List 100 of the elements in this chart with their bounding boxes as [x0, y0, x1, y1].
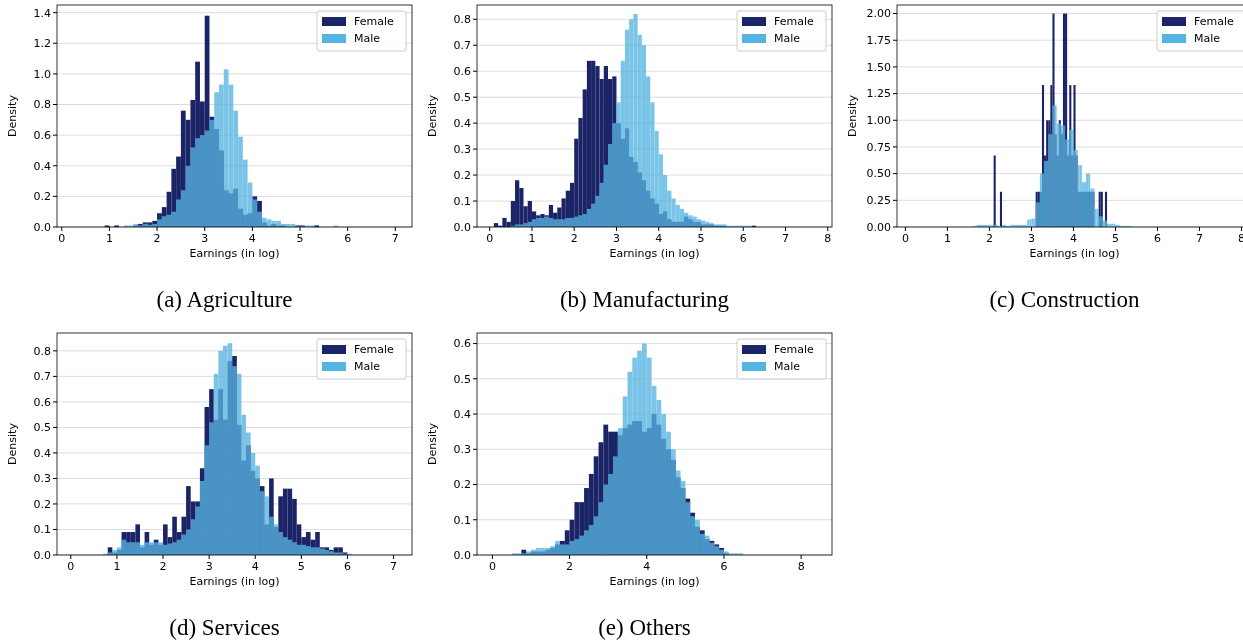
x-tick-label: 4: [643, 560, 651, 573]
x-tick-label: 5: [296, 232, 304, 245]
x-tick-label: 2: [566, 560, 574, 573]
x-tick-label: 6: [343, 560, 351, 573]
y-tick-label: 0.2: [33, 497, 51, 511]
y-tick-label: 0.0: [33, 220, 51, 234]
x-tick-label: 2: [159, 560, 167, 573]
x-axis-title: Earnings (in log): [609, 247, 700, 260]
x-tick-label: 2: [570, 232, 578, 245]
y-tick-label: 0.3: [453, 142, 471, 156]
y-tick-label: 0.6: [453, 65, 471, 79]
y-tick-label: 0.3: [33, 472, 51, 486]
y-axis-title: Density: [6, 94, 19, 137]
x-tick-label: 4: [1069, 232, 1077, 245]
x-tick-label: 1: [105, 232, 113, 245]
y-tick-label: 0.0: [453, 220, 471, 234]
text: (d) Services: [169, 615, 280, 640]
y-tick-label: 1.4: [33, 6, 51, 20]
x-tick-label: 2: [985, 232, 993, 245]
y-tick-label: 0.2: [33, 190, 51, 204]
x-tick-label: 3: [201, 232, 209, 245]
y-tick-label: 0.25: [866, 194, 891, 208]
legend-label: Male: [774, 32, 801, 45]
legend-label: Male: [354, 32, 381, 45]
x-tick-label: 0: [486, 232, 494, 245]
y-tick-label: 2.00: [866, 7, 891, 21]
y-tick-label: 0.7: [33, 370, 51, 384]
x-tick-label: 2: [153, 232, 161, 245]
legend-label: Female: [354, 343, 395, 356]
y-tick-label: 0.0: [33, 548, 51, 562]
y-tick-label: 0.3: [453, 443, 471, 457]
x-axis-title: Earnings (in log): [609, 575, 700, 588]
x-tick-label: 0: [901, 232, 909, 245]
legend-label: Female: [1194, 15, 1235, 28]
y-tick-label: 0.2: [453, 168, 471, 182]
x-tick-label: 7: [391, 232, 399, 245]
x-tick-label: 4: [655, 232, 663, 245]
x-tick-label: 8: [824, 232, 832, 245]
x-tick-label: 7: [782, 232, 790, 245]
y-axis-title: Density: [426, 94, 439, 137]
y-axis-title: Density: [6, 422, 19, 465]
legend-label: Female: [354, 15, 395, 28]
y-tick-label: 0.1: [453, 194, 471, 208]
x-tick-label: 6: [344, 232, 352, 245]
y-tick-label: 0.0: [453, 548, 471, 562]
y-tick-label: 0.4: [453, 116, 471, 130]
y-tick-label: 0.5: [453, 372, 471, 386]
x-tick-label: 3: [205, 560, 213, 573]
text: (e) Others: [598, 615, 691, 640]
text: (c) Construction: [989, 287, 1141, 312]
x-tick-label: 7: [390, 560, 398, 573]
x-tick-label: 3: [1027, 232, 1035, 245]
y-tick-label: 0.8: [33, 98, 51, 112]
x-tick-label: 5: [697, 232, 705, 245]
y-tick-label: 0.00: [866, 220, 891, 234]
x-tick-label: 1: [943, 232, 951, 245]
y-tick-label: 0.7: [453, 39, 471, 53]
x-tick-label: 0: [58, 232, 66, 245]
x-tick-label: 1: [113, 560, 121, 573]
y-tick-label: 0.4: [453, 407, 471, 421]
y-tick-label: 1.0: [33, 67, 51, 81]
y-tick-label: 0.4: [33, 159, 51, 173]
text: (a) Agriculture: [156, 287, 293, 312]
x-tick-label: 4: [251, 560, 259, 573]
x-tick-label: 8: [797, 560, 805, 573]
x-tick-label: 6: [720, 560, 728, 573]
y-tick-label: 0.75: [866, 140, 891, 154]
y-tick-label: 0.6: [453, 337, 471, 351]
x-axis-title: Earnings (in log): [1029, 247, 1120, 260]
x-tick-label: 7: [1195, 232, 1203, 245]
y-axis-title: Density: [846, 94, 859, 137]
legend-label: Female: [774, 15, 815, 28]
y-tick-label: 0.6: [33, 395, 51, 409]
x-tick-label: 6: [739, 232, 747, 245]
y-tick-label: 0.5: [453, 91, 471, 105]
y-axis-title: Density: [426, 422, 439, 465]
x-tick-label: 4: [248, 232, 256, 245]
y-tick-label: 0.4: [33, 446, 51, 460]
x-tick-label: 5: [1111, 232, 1119, 245]
y-tick-label: 1.2: [33, 37, 51, 51]
x-tick-label: 0: [67, 560, 75, 573]
y-tick-label: 0.5: [33, 421, 51, 435]
x-tick-label: 6: [1153, 232, 1161, 245]
y-tick-label: 0.8: [453, 13, 471, 27]
legend-label: Female: [774, 343, 815, 356]
y-tick-label: 1.50: [866, 60, 891, 74]
y-tick-label: 0.2: [453, 478, 471, 492]
y-tick-label: 1.25: [866, 87, 891, 101]
legend-label: Male: [774, 360, 801, 373]
x-tick-label: 1: [528, 232, 536, 245]
legend-label: Male: [354, 360, 381, 373]
y-tick-label: 0.1: [453, 513, 471, 527]
x-tick-label: 3: [612, 232, 620, 245]
legend-label: Male: [1194, 32, 1221, 45]
x-tick-label: 0: [488, 560, 496, 573]
y-tick-label: 0.1: [33, 523, 51, 537]
y-tick-label: 1.00: [866, 114, 891, 128]
x-axis-title: Earnings (in log): [189, 575, 280, 588]
x-axis-title: Earnings (in log): [189, 247, 280, 260]
text: (b) Manufacturing: [559, 287, 730, 312]
